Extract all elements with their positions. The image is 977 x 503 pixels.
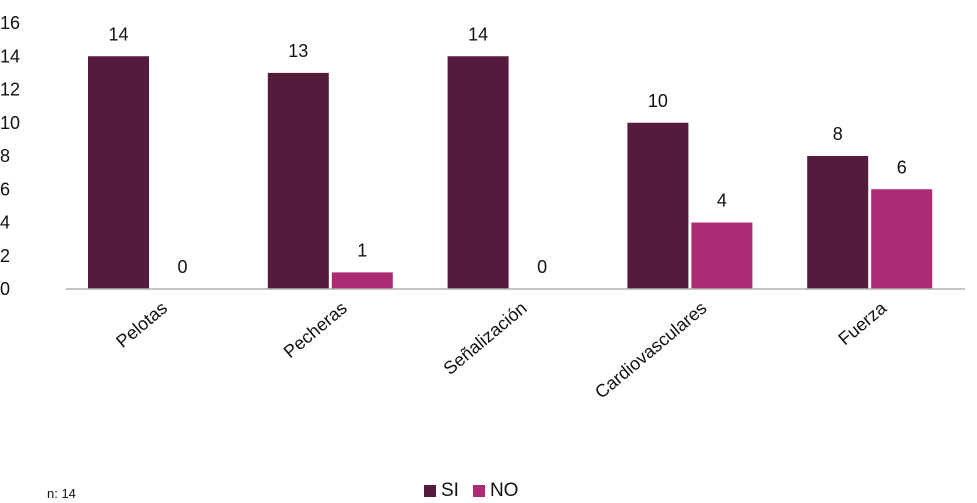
bar-si <box>267 72 329 289</box>
data-labels: 14 0 13 1 14 0 10 4 8 6 <box>108 24 906 277</box>
data-label: 4 <box>717 191 727 211</box>
x-tick-label: Señalización <box>440 298 531 379</box>
y-tick-label: 14 <box>0 46 20 66</box>
data-label: 1 <box>357 240 367 260</box>
bars <box>88 56 933 289</box>
bar-si <box>627 122 689 289</box>
data-label: 13 <box>288 41 308 61</box>
data-label: 14 <box>468 24 488 44</box>
data-label: 8 <box>833 124 843 144</box>
data-label: 10 <box>648 91 668 111</box>
y-tick-label: 12 <box>0 80 20 100</box>
legend-label-si: SI <box>441 480 459 501</box>
bar-no <box>331 272 393 289</box>
bar-no <box>871 189 933 289</box>
bar-si <box>447 56 509 289</box>
y-tick-label: 16 <box>0 13 20 33</box>
y-tick-label: 6 <box>0 179 10 199</box>
data-label: 14 <box>108 24 128 44</box>
x-tick-label: Pelotas <box>112 298 171 352</box>
x-axis: Pelotas Pecheras Señalización Cardiovascula… <box>66 288 965 403</box>
y-axis: 0 2 4 6 8 10 12 14 16 <box>0 13 20 299</box>
legend: SI NO <box>424 480 532 502</box>
data-label: 0 <box>177 257 187 277</box>
legend-item-no: NO <box>472 480 519 502</box>
data-label: 6 <box>897 157 907 177</box>
x-tick-label: Pecheras <box>280 298 351 362</box>
x-tick-label: Fuerza <box>834 297 891 349</box>
legend-item-si: SI <box>424 480 459 502</box>
bar-si <box>88 56 149 289</box>
data-label: 0 <box>537 257 547 277</box>
y-tick-label: 0 <box>0 279 10 299</box>
legend-swatch-si <box>424 485 436 497</box>
y-tick-label: 10 <box>0 113 20 133</box>
y-tick-label: 2 <box>0 246 10 266</box>
sample-size-note: n: 14 <box>47 486 76 501</box>
legend-label-no: NO <box>489 480 519 501</box>
bar-si <box>807 156 869 289</box>
x-tick-label: Cardiovasculares <box>591 298 710 403</box>
y-tick-label: 4 <box>0 213 10 233</box>
bar-no <box>691 222 753 289</box>
y-tick-label: 8 <box>0 146 10 166</box>
legend-swatch-no <box>472 485 485 497</box>
